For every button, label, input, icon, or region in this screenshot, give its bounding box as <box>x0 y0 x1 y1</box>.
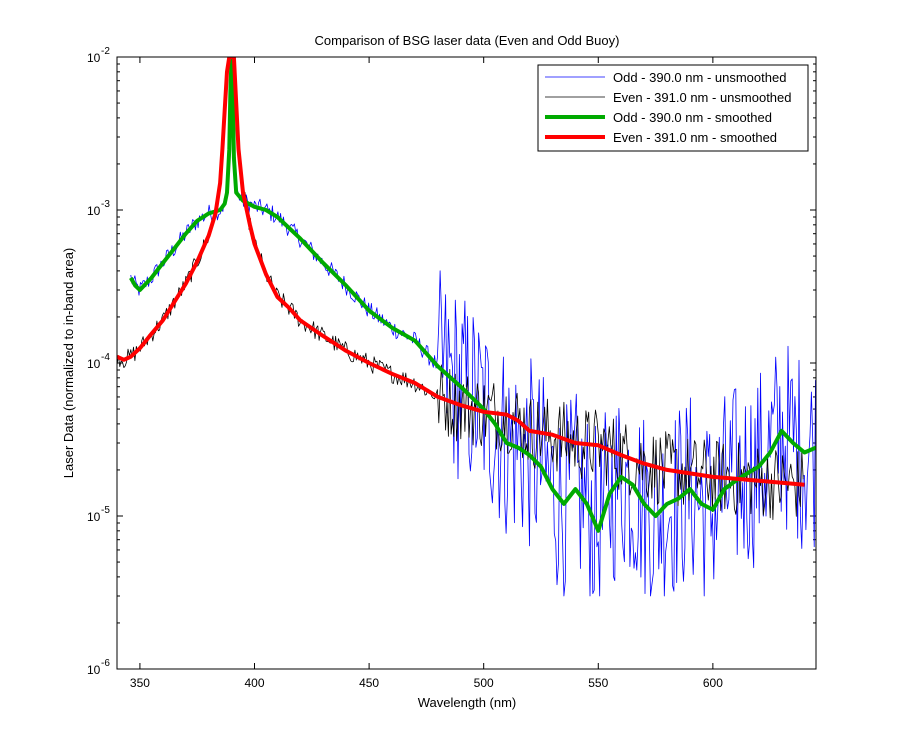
y-tick-label: 10 <box>87 51 101 65</box>
x-tick-label: 450 <box>359 676 379 690</box>
legend: Odd - 390.0 nm - unsmoothed Even - 391.0 … <box>537 64 809 152</box>
series-line-2 <box>129 57 816 533</box>
legend-label: Even - 391.0 nm - unsmoothed <box>613 90 792 105</box>
y-tick-exponent: -6 <box>101 658 110 669</box>
legend-label: Odd - 390.0 nm - smoothed <box>613 110 772 125</box>
y-tick-label: 10 <box>87 663 101 677</box>
x-tick-label: 550 <box>588 676 608 690</box>
chart-title: Comparison of BSG laser data (Even and O… <box>315 33 620 48</box>
series-group <box>117 57 816 597</box>
x-axis-label: Wavelength (nm) <box>418 695 517 710</box>
y-tick-exponent: -2 <box>101 46 110 57</box>
y-tick-label: 10 <box>87 204 101 218</box>
series-line-3 <box>117 57 805 487</box>
x-tick-label: 500 <box>474 676 494 690</box>
y-tick-exponent: -3 <box>101 199 110 210</box>
plot-area-frame <box>116 56 817 670</box>
y-axis-label: Laser Data (normalized to in-band area) <box>61 248 76 479</box>
x-tick-label: 350 <box>130 676 150 690</box>
legend-label: Odd - 390.0 nm - unsmoothed <box>613 70 786 85</box>
y-tick-exponent: -5 <box>101 505 110 516</box>
y-tick-exponent: -4 <box>101 352 110 363</box>
x-tick-label: 600 <box>703 676 723 690</box>
x-tick-label: 400 <box>244 676 264 690</box>
x-tick-labels: 350 400 450 500 550 600 <box>130 676 723 690</box>
y-tick-label: 10 <box>87 357 101 371</box>
legend-label: Even - 391.0 nm - smoothed <box>613 130 777 145</box>
y-tick-label: 10 <box>87 510 101 524</box>
y-tick-labels: 10-610-510-410-310-2 <box>87 46 110 677</box>
